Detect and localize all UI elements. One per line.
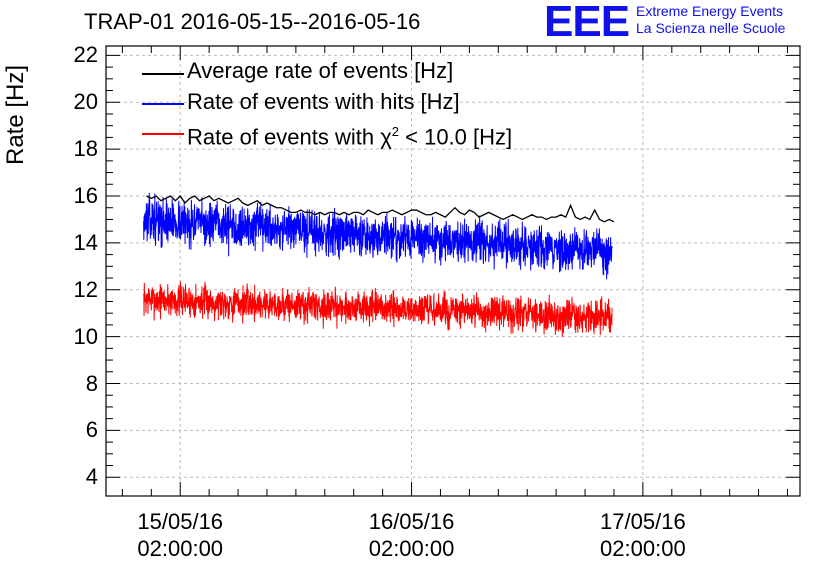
legend-chi2-sup: 2 [391, 124, 400, 139]
y-tick-label: 20 [73, 89, 98, 115]
series-line-hits [143, 192, 613, 280]
y-axis-label: Rate [Hz] [2, 64, 29, 165]
x-tick-label: 16/05/16 02:00:00 [369, 508, 455, 562]
eee-logo-text: Extreme Energy Events La Scienza nelle S… [636, 3, 785, 37]
legend-chi2-pre: Rate of events with [187, 124, 381, 150]
eee-logo-icon: EEE [544, 0, 630, 46]
grid-lines [106, 46, 800, 496]
logo-line-2: La Scienza nelle Scuole [636, 20, 786, 36]
legend-entry-chi2: Rate of events with χ2 < 10.0 [Hz] [187, 119, 512, 150]
y-tick-label: 16 [73, 183, 98, 208]
legend-chi2-post: < 10.0 [Hz] [399, 124, 513, 150]
legend-entry-average: Average rate of events [Hz] [187, 58, 454, 83]
legend-chi2-symbol: χ [380, 124, 392, 150]
chart-title: TRAP-01 2016-05-15--2016-05-16 [84, 9, 421, 34]
series-line-chi2 [143, 281, 613, 338]
axis-ticks [106, 46, 800, 496]
x-tick-time: 02:00:00 [600, 536, 686, 561]
y-tick-label: 18 [73, 136, 98, 162]
logo-line-1: Extreme Energy Events [636, 3, 784, 19]
series-layer [143, 192, 615, 338]
y-tick-label: 10 [73, 323, 98, 349]
x-tick-date: 17/05/16 [600, 509, 686, 534]
y-tick-label: 6 [85, 417, 98, 443]
plot-frame [105, 45, 801, 497]
legend-entry-hits: Rate of events with hits [Hz] [187, 89, 460, 114]
legend-swatch-chi2 [142, 133, 184, 135]
x-tick-time: 02:00:00 [137, 536, 224, 561]
x-tick-label: 17/05/16 02:00:00 [600, 508, 686, 562]
y-tick-label: 8 [85, 370, 98, 396]
y-tick-label: 4 [85, 464, 98, 490]
x-tick-label: 15/05/16 02:00:00 [137, 508, 223, 562]
y-tick-label: 14 [73, 229, 98, 255]
x-tick-time: 02:00:00 [368, 536, 455, 561]
legend-swatch-average [142, 73, 184, 75]
x-tick-date: 16/05/16 [368, 509, 455, 534]
y-tick-label: 22 [73, 42, 98, 68]
legend-swatch-hits [142, 103, 184, 105]
y-tick-label: 12 [73, 276, 98, 302]
x-tick-date: 15/05/16 [137, 509, 224, 534]
series-line-average [146, 194, 615, 223]
